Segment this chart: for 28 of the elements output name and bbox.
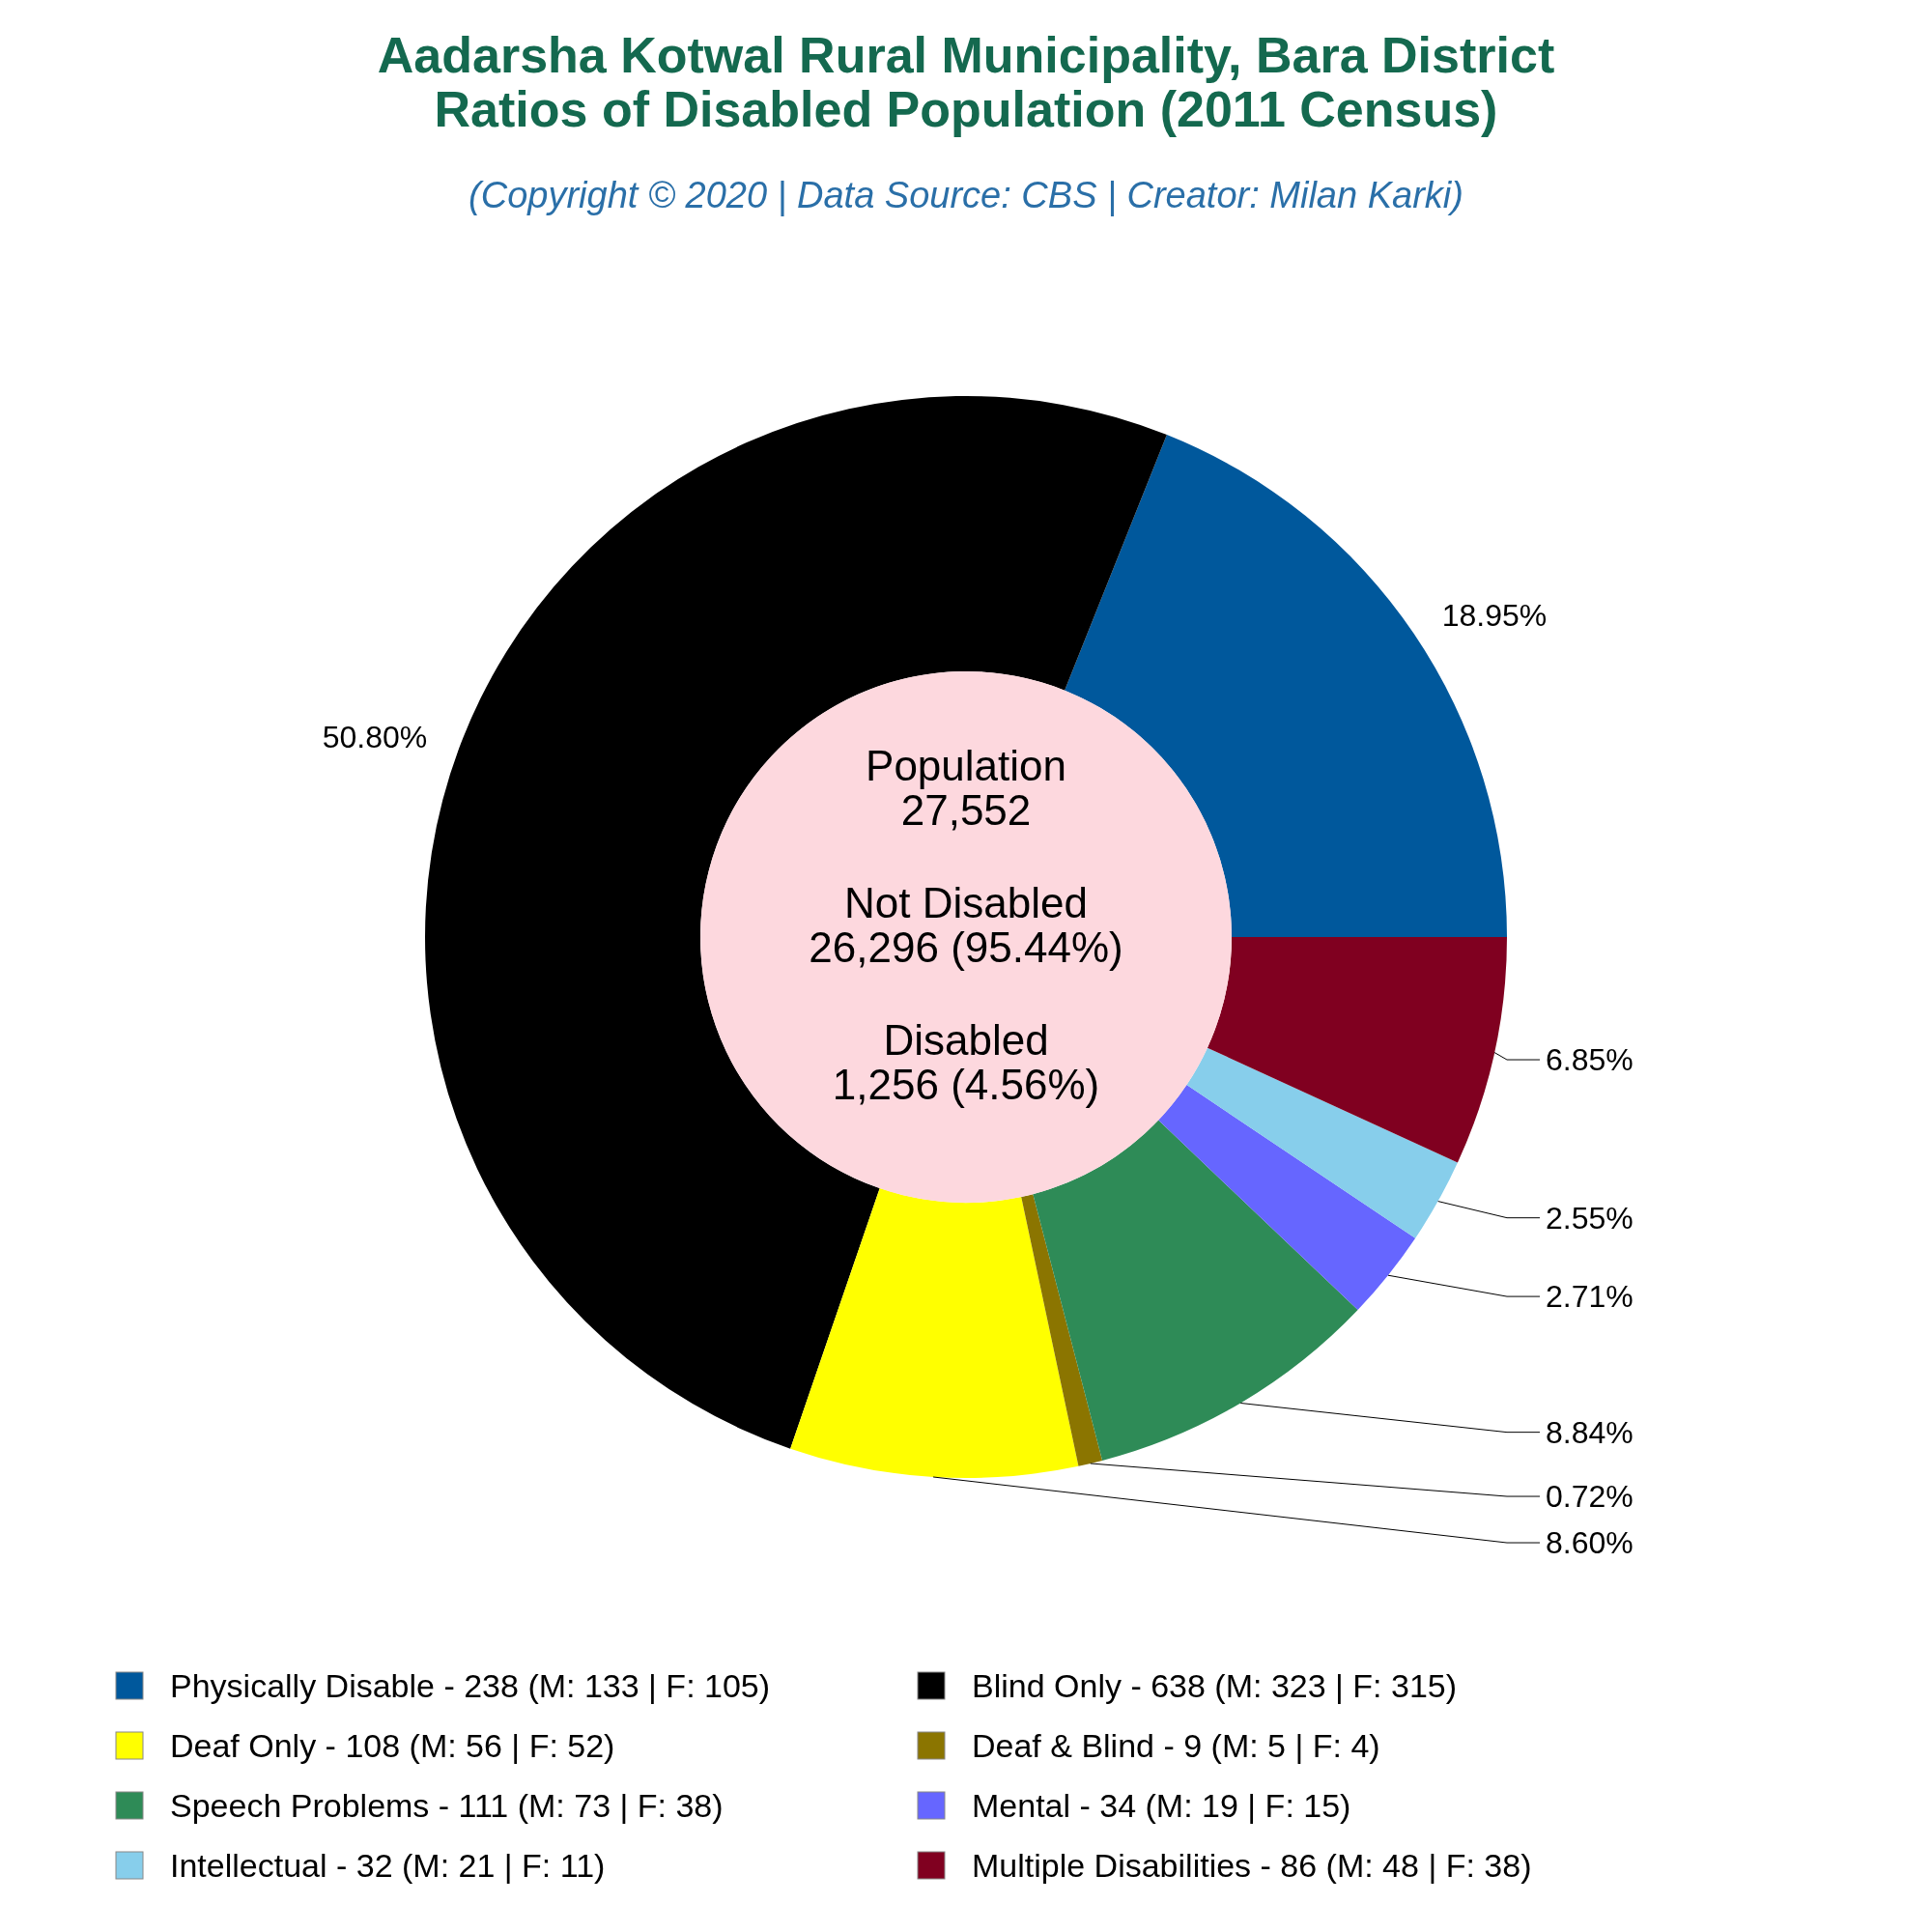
donut-slice <box>1207 937 1507 1163</box>
legend-label: Physically Disable - 238 (M: 133 | F: 105) <box>170 1666 771 1704</box>
data-label: 8.84% <box>1546 1414 1634 1450</box>
legend-label: Deaf & Blind - 9 (M: 5 | F: 4) <box>972 1726 1380 1764</box>
data-label: 2.71% <box>1546 1279 1634 1315</box>
legend-label: Deaf Only - 108 (M: 56 | F: 52) <box>170 1726 615 1764</box>
data-label: 50.80% <box>322 720 428 755</box>
text: Population 27,552 <box>866 742 1066 834</box>
legend-label: Blind Only - 638 (M: 323 | F: 315) <box>972 1666 1458 1704</box>
data-label: 0.72% <box>1546 1479 1634 1515</box>
text: Not Disabled 26,296 (95.44%) <box>809 879 1123 971</box>
chart-subtitle: (Copyright © 2020 | Data Source: CBS | Creator: Milan Karki) <box>469 175 1463 216</box>
donut-slice <box>1186 1047 1458 1238</box>
legend-label: Intellectual - 32 (M: 21 | F: 11) <box>170 1846 606 1884</box>
data-label: 8.60% <box>1546 1525 1634 1561</box>
legend-label: Speech Problems - 111 (M: 73 | F: 38) <box>170 1786 724 1824</box>
text: Disabled 1,256 (4.56%) <box>832 1016 1100 1108</box>
data-label: 18.95% <box>1441 597 1548 633</box>
legend-label: Mental - 34 (M: 19 | F: 15) <box>972 1786 1351 1824</box>
legend-label: Multiple Disabilities - 86 (M: 48 | F: 38) <box>972 1846 1532 1884</box>
chart-title: Aadarsha Kotwal Rural Municipality, Bara District Ratios of Disabled Population (2011 Census) <box>377 27 1555 137</box>
donut-slice <box>1158 1085 1416 1311</box>
donut-slice <box>1021 1194 1103 1466</box>
donut-slice <box>425 396 1167 1449</box>
donut-slice <box>790 1188 1079 1478</box>
donut-slice <box>1033 1120 1358 1461</box>
data-label: 6.85% <box>1546 1042 1634 1078</box>
data-label: 2.55% <box>1546 1200 1634 1236</box>
